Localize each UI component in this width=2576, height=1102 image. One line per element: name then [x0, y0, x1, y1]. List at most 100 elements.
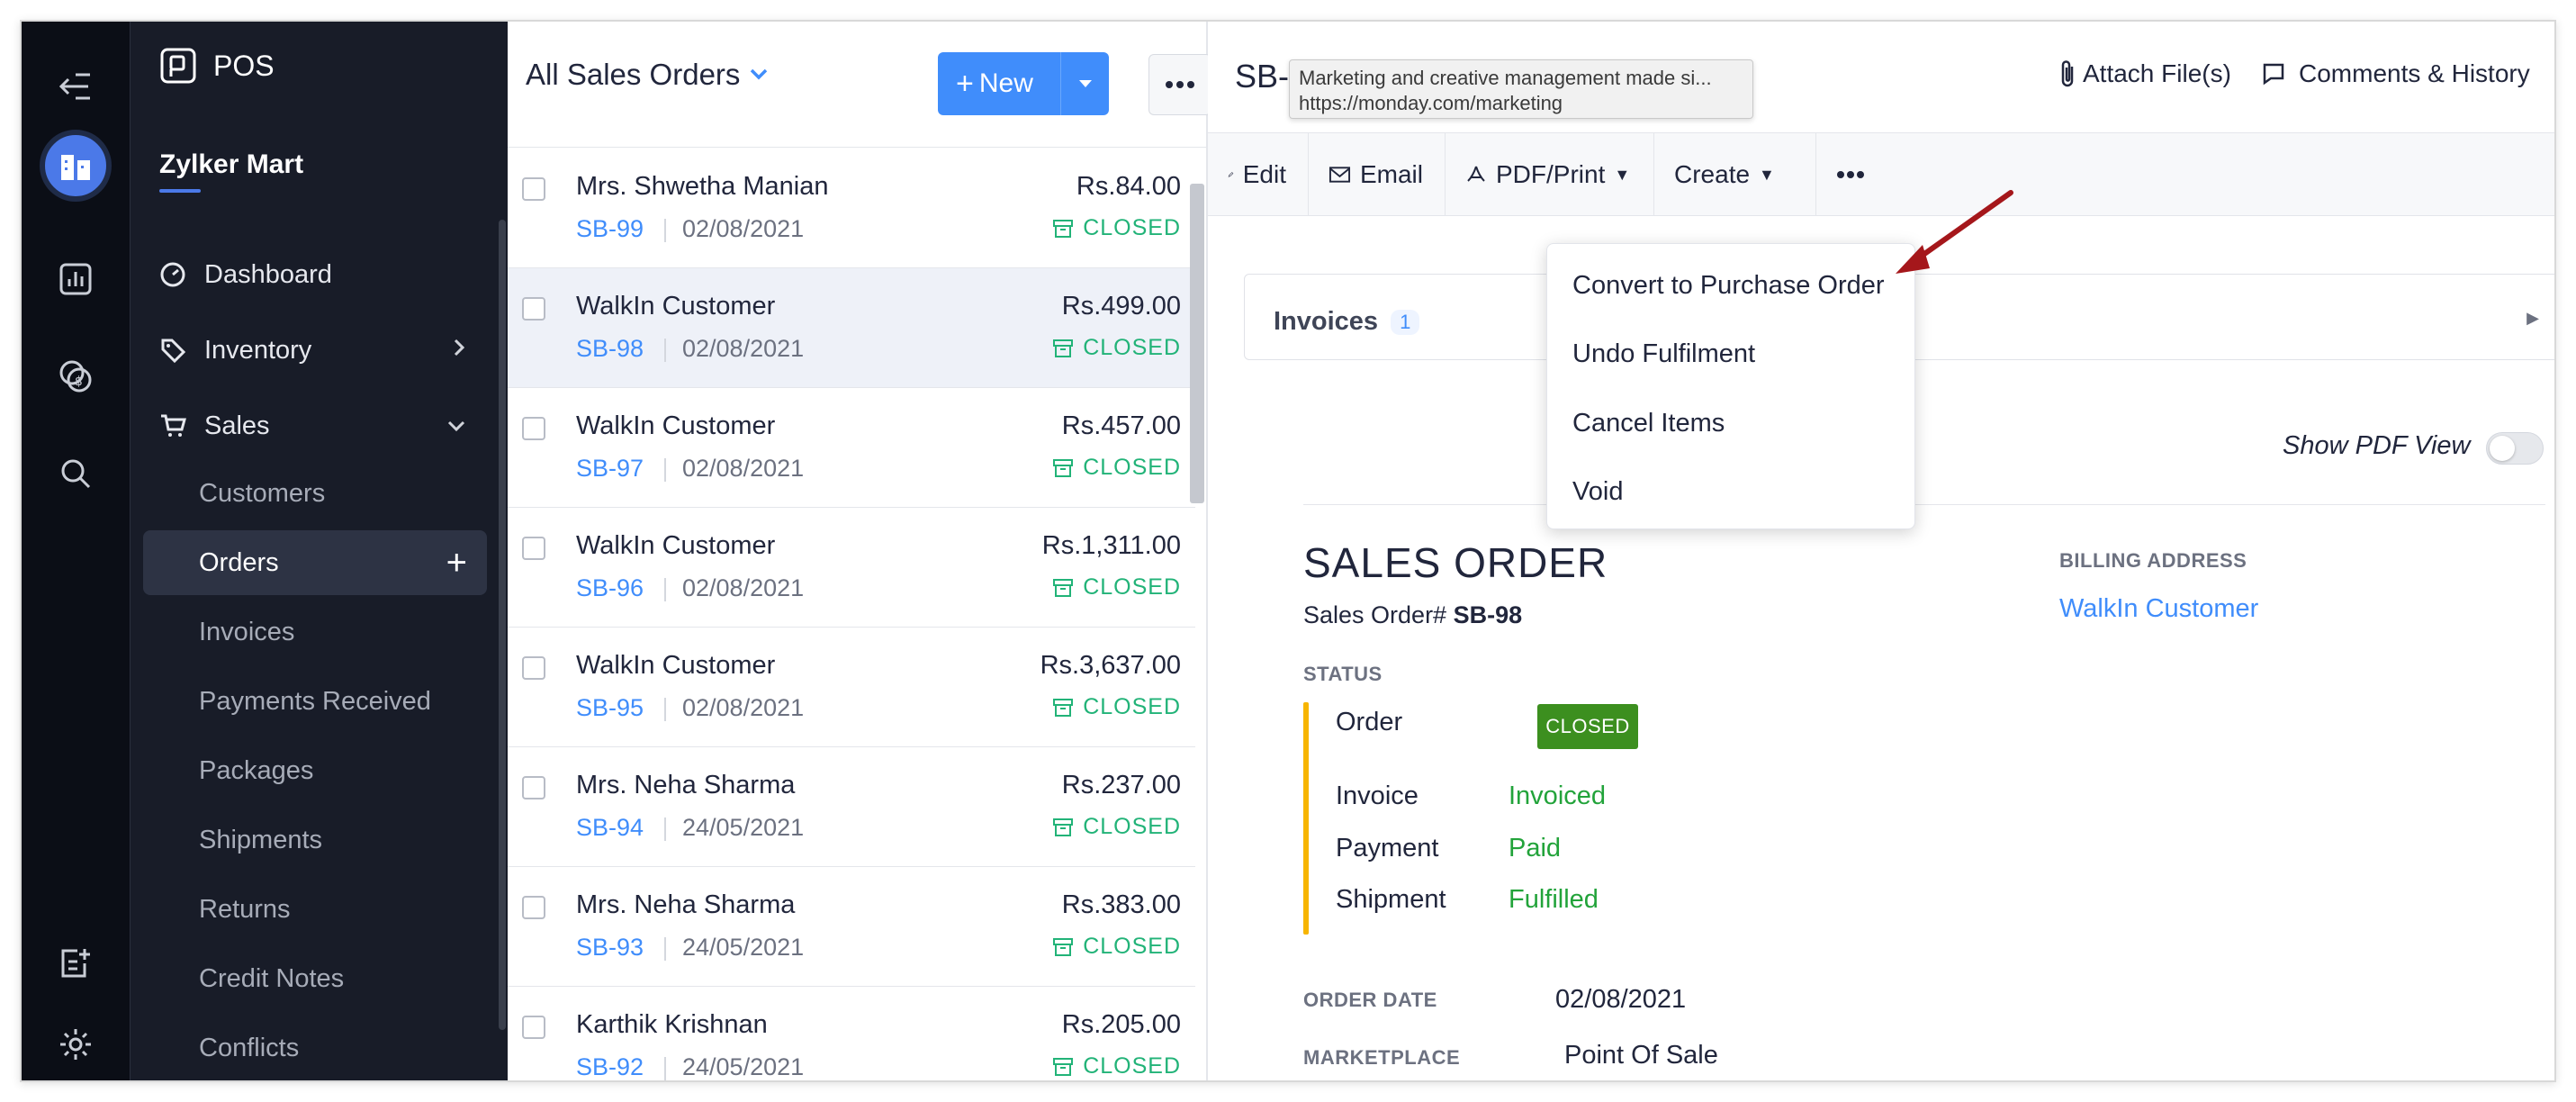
- list-item[interactable]: Karthik Krishnan SB-92 24/05/2021 Rs.205.00…: [508, 987, 1195, 1080]
- nav-label: Sales: [204, 411, 270, 440]
- marketplace-caption: MARKETPLACE: [1303, 1046, 1461, 1069]
- row-checkbox[interactable]: [522, 537, 545, 560]
- nav-inventory[interactable]: Inventory: [143, 319, 487, 382]
- status-shipment-label: Shipment: [1336, 885, 1446, 914]
- row-order-number[interactable]: SB-92: [576, 1053, 644, 1080]
- caret-down-icon: ▼: [1614, 165, 1631, 184]
- row-checkbox[interactable]: [522, 776, 545, 799]
- archive-box-icon: [1053, 578, 1074, 597]
- nav-dashboard[interactable]: Dashboard: [143, 243, 487, 306]
- row-date: 24/05/2021: [682, 934, 805, 961]
- attach-files-button[interactable]: Attach File(s): [2058, 59, 2231, 88]
- edit-button[interactable]: Edit: [1208, 133, 1309, 216]
- row-checkbox[interactable]: [522, 656, 545, 680]
- billing-customer-link[interactable]: WalkIn Customer: [2059, 594, 2259, 623]
- row-order-number[interactable]: SB-99: [576, 215, 644, 242]
- list-view-selector[interactable]: All Sales Orders: [526, 58, 769, 92]
- row-date: 24/05/2021: [682, 1053, 805, 1080]
- row-customer: Mrs. Neha Sharma: [576, 771, 796, 799]
- nav-label: Inventory: [204, 335, 312, 365]
- sidebar-item-payments-received[interactable]: Payments Received: [199, 686, 431, 716]
- payments-icon[interactable]: $: [43, 344, 108, 409]
- sales-order-number-label: Sales Order#: [1303, 601, 1447, 628]
- more-actions-button[interactable]: [1816, 133, 1888, 216]
- row-checkbox[interactable]: [522, 896, 545, 919]
- sidebar-item-credit-notes[interactable]: Credit Notes: [199, 963, 345, 993]
- nav-sales[interactable]: Sales: [143, 394, 487, 457]
- sidebar-item-customers[interactable]: Customers: [199, 478, 326, 508]
- comments-label: Comments & History: [2299, 59, 2530, 87]
- row-status: CLOSED: [1052, 814, 1181, 840]
- collapse-menu-icon[interactable]: [43, 54, 108, 119]
- sidebar-item-packages[interactable]: Packages: [199, 755, 314, 785]
- new-order-button[interactable]: + New: [938, 67, 1060, 102]
- sidebar-item-returns[interactable]: Returns: [199, 894, 291, 924]
- new-order-button-group: + New: [938, 52, 1109, 115]
- reports-icon[interactable]: [43, 247, 108, 312]
- menu-item-void[interactable]: Void: [1572, 477, 1624, 506]
- row-status: CLOSED: [1052, 455, 1181, 481]
- menu-item-cancel-items[interactable]: Cancel Items: [1572, 409, 1725, 438]
- row-amount: Rs.205.00: [1061, 1010, 1181, 1039]
- row-order-number[interactable]: SB-94: [576, 814, 644, 841]
- sidebar-item-conflicts[interactable]: Conflicts: [199, 1033, 300, 1062]
- row-status-label: CLOSED: [1083, 1053, 1181, 1079]
- row-amount: Rs.3,637.00: [1040, 651, 1181, 680]
- status-order-label: Order: [1336, 708, 1403, 736]
- list-item[interactable]: WalkIn Customer SB-97 02/08/2021 Rs.457.00 C…: [508, 388, 1195, 508]
- search-icon[interactable]: [43, 441, 108, 506]
- archive-box-icon: [1053, 1057, 1074, 1076]
- tooltip-url: https://monday.com/marketing: [1299, 92, 1563, 114]
- row-amount: Rs.383.00: [1061, 890, 1181, 919]
- caret-down-icon: ▼: [1759, 165, 1775, 184]
- menu-item-undo-fulfilment[interactable]: Undo Fulfilment: [1572, 339, 1756, 368]
- row-order-number[interactable]: SB-96: [576, 574, 644, 601]
- row-date: 02/08/2021: [682, 215, 805, 242]
- show-pdf-view-toggle[interactable]: [2486, 432, 2544, 465]
- row-checkbox[interactable]: [522, 177, 545, 201]
- app-brand[interactable]: POS: [159, 47, 275, 85]
- order-date-caption: ORDER DATE: [1303, 989, 1437, 1011]
- row-status: CLOSED: [1052, 215, 1181, 241]
- list-item[interactable]: WalkIn Customer SB-95 02/08/2021 Rs.3,637.0…: [508, 628, 1195, 747]
- sales-order-list: All Sales Orders + New Mrs. Shwetha Mani…: [508, 22, 1211, 1080]
- add-note-icon[interactable]: [43, 931, 108, 996]
- row-order-number[interactable]: SB-98: [576, 335, 644, 362]
- invoices-count-badge: 1: [1391, 309, 1420, 335]
- row-checkbox[interactable]: [522, 1016, 545, 1039]
- comment-icon: [2263, 63, 2284, 86]
- row-order-number[interactable]: SB-93: [576, 934, 644, 961]
- add-order-icon[interactable]: +: [446, 543, 467, 583]
- pdf-print-button[interactable]: PDF/Print ▼: [1446, 133, 1654, 216]
- create-button[interactable]: Create ▼: [1654, 133, 1816, 216]
- row-customer: WalkIn Customer: [576, 651, 776, 680]
- menu-item-convert-to-purchase-order[interactable]: Convert to Purchase Order: [1572, 271, 1885, 300]
- row-date: 02/08/2021: [682, 455, 805, 482]
- new-dropdown-button[interactable]: [1060, 52, 1109, 115]
- row-checkbox[interactable]: [522, 297, 545, 321]
- sidebar-scrollbar[interactable]: [499, 220, 506, 1030]
- list-item[interactable]: Mrs. Neha Sharma SB-94 24/05/2021 Rs.237.00…: [508, 747, 1195, 867]
- list-item[interactable]: WalkIn Customer SB-96 02/08/2021 Rs.1,311.0…: [508, 508, 1195, 628]
- list-item[interactable]: Mrs. Neha Sharma SB-93 24/05/2021 Rs.383.00…: [508, 867, 1195, 987]
- paperclip-icon: [2061, 60, 2074, 87]
- row-status: CLOSED: [1052, 574, 1181, 601]
- new-label: New: [978, 68, 1033, 98]
- organization-name[interactable]: Zylker Mart: [159, 149, 304, 179]
- list-scrollbar[interactable]: [1190, 184, 1204, 503]
- row-checkbox[interactable]: [522, 417, 545, 440]
- row-separator: [664, 817, 666, 841]
- sidebar-item-invoices[interactable]: Invoices: [199, 617, 295, 646]
- sidebar-item-shipments[interactable]: Shipments: [199, 825, 323, 854]
- email-button[interactable]: Email: [1309, 133, 1446, 216]
- list-item[interactable]: WalkIn Customer SB-98 02/08/2021 Rs.499.00 C…: [508, 268, 1195, 388]
- more-horizontal-icon: [1166, 81, 1194, 88]
- list-item[interactable]: Mrs. Shwetha Manian SB-99 02/08/2021 Rs.84.…: [508, 149, 1195, 268]
- settings-gear-icon[interactable]: [43, 1012, 108, 1077]
- row-order-number[interactable]: SB-95: [576, 694, 644, 721]
- list-more-options-button[interactable]: [1148, 54, 1211, 115]
- row-order-number[interactable]: SB-97: [576, 455, 644, 482]
- sidebar-item-orders[interactable]: Orders +: [143, 530, 487, 595]
- comments-history-button[interactable]: Comments & History: [2261, 59, 2530, 88]
- inventory-app-icon[interactable]: [40, 130, 112, 202]
